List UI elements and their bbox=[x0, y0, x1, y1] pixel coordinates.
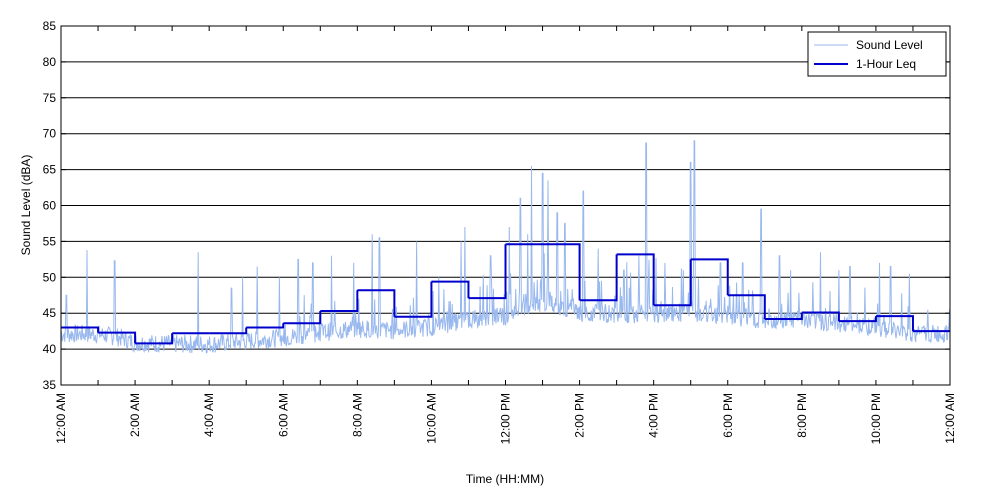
leq-step-hour-21 bbox=[838, 316, 877, 323]
legend-label-leq: 1-Hour Leq bbox=[856, 57, 916, 71]
leq-step-hour-8 bbox=[357, 289, 396, 317]
leq-step-hour-10 bbox=[431, 280, 470, 299]
y-tick-label: 60 bbox=[43, 199, 57, 213]
leq-step-hour-18 bbox=[727, 294, 766, 319]
gridlines bbox=[61, 61, 950, 350]
y-tick-label: 80 bbox=[43, 55, 57, 69]
y-tick-label: 40 bbox=[43, 342, 57, 356]
x-axis-label: Time (HH:MM) bbox=[466, 472, 544, 486]
x-tick-label: 10:00 AM bbox=[424, 393, 438, 444]
y-tick-label: 65 bbox=[43, 163, 57, 177]
leq-step-hour-17 bbox=[690, 258, 729, 296]
x-tick-label: 2:00 AM bbox=[128, 393, 142, 437]
y-tick-label: 35 bbox=[43, 378, 57, 392]
y-tick-label: 75 bbox=[43, 91, 57, 105]
leq-step-hour-14 bbox=[579, 254, 618, 302]
x-tick-label: 8:00 AM bbox=[350, 393, 364, 437]
sound-level-series bbox=[60, 140, 951, 354]
y-tick-label: 55 bbox=[43, 234, 57, 248]
y-tick-label: 85 bbox=[43, 19, 57, 33]
x-tick-label: 2:00 PM bbox=[573, 393, 587, 438]
legend-label-sound-level: Sound Level bbox=[856, 38, 923, 52]
leq-step-hour-6 bbox=[283, 311, 322, 325]
x-tick-label: 6:00 PM bbox=[721, 393, 735, 438]
leq-series bbox=[61, 243, 950, 345]
leq-step-hour-5 bbox=[246, 323, 285, 329]
legend: Sound Level 1-Hour Leq bbox=[807, 31, 947, 77]
x-tick-label: 10:00 PM bbox=[869, 393, 883, 444]
leq-step-hour-13 bbox=[542, 243, 581, 301]
leq-step-hour-9 bbox=[394, 281, 433, 318]
y-axis-tick-labels: 35 40 45 50 55 60 65 70 75 80 85 bbox=[43, 19, 57, 392]
legend-box bbox=[807, 31, 947, 77]
leq-step-hour-22 bbox=[875, 315, 914, 332]
x-axis-tick-labels: 12:00 AM 2:00 AM 4:00 AM 6:00 AM 8:00 AM 10:0… bbox=[54, 393, 957, 444]
y-tick-label: 50 bbox=[43, 270, 57, 284]
leq-step-hour-7 bbox=[320, 290, 359, 313]
x-tick-label: 12:00 AM bbox=[54, 393, 68, 444]
leq-step-hour-11 bbox=[468, 244, 507, 300]
x-tick-label: 6:00 AM bbox=[276, 393, 290, 437]
y-axis-label: Sound Level (dBA) bbox=[19, 155, 33, 256]
y-tick-label: 45 bbox=[43, 306, 57, 320]
leq-step-hour-0 bbox=[61, 326, 100, 333]
leq-step-hour-1 bbox=[98, 331, 137, 344]
x-tick-label: 4:00 PM bbox=[647, 393, 661, 438]
x-tick-label: 8:00 PM bbox=[795, 393, 809, 438]
leq-step-hour-2 bbox=[135, 333, 174, 345]
leq-step-hour-4 bbox=[209, 327, 248, 335]
leq-step-hour-16 bbox=[653, 259, 692, 307]
x-tick-label: 12:00 PM bbox=[499, 393, 513, 444]
y-tick-label: 70 bbox=[43, 127, 57, 141]
leq-step-hour-19 bbox=[764, 312, 803, 320]
x-tick-label: 12:00 AM bbox=[943, 393, 957, 444]
leq-step-hour-20 bbox=[801, 311, 840, 322]
sound-level-line bbox=[60, 140, 951, 354]
leq-step-hour-15 bbox=[616, 253, 655, 306]
x-tick-label: 4:00 AM bbox=[202, 393, 216, 437]
